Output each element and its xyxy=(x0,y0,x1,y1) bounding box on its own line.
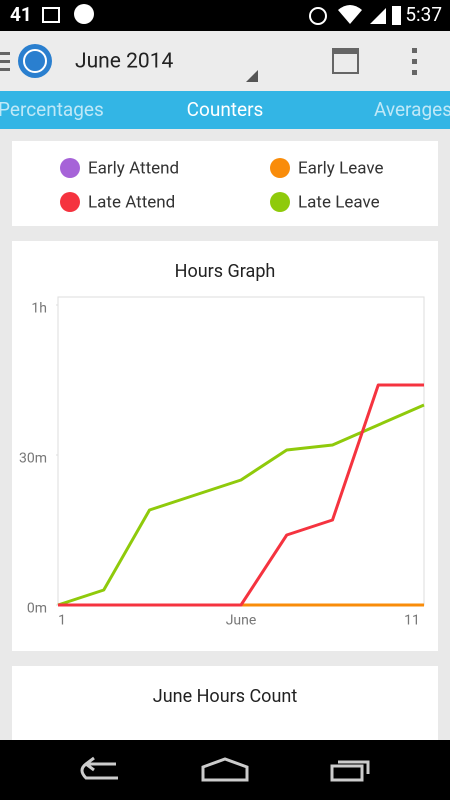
legend-label: Late Leave xyxy=(298,192,380,212)
legend-card xyxy=(12,141,438,226)
nav-bar xyxy=(0,740,450,800)
tab[interactable]: Averages xyxy=(374,98,450,121)
chart-title: Hours Graph xyxy=(175,261,276,282)
menu-button[interactable] xyxy=(0,44,52,78)
gallery-icon xyxy=(42,7,60,23)
overflow-menu[interactable] xyxy=(412,48,417,75)
calendar-button[interactable] xyxy=(332,48,359,74)
plot: 0m 30m 1h 1 June 11 xyxy=(19,301,425,629)
menu-line xyxy=(0,52,10,55)
toolbar xyxy=(0,31,450,91)
series-line xyxy=(58,383,424,607)
back-button[interactable] xyxy=(80,756,118,780)
dot xyxy=(412,70,417,75)
dropdown-arrow xyxy=(246,70,258,82)
y-tick-label: 1h xyxy=(31,301,47,317)
legend-swatch xyxy=(60,192,80,212)
y-tick-label: 0m xyxy=(27,601,47,617)
y-tick-label: 30m xyxy=(19,451,47,467)
alarm-icon xyxy=(309,7,327,25)
menu-line xyxy=(0,60,10,63)
recents-icon xyxy=(330,764,364,782)
tab[interactable]: Percentages xyxy=(0,98,104,121)
next-card xyxy=(12,666,438,746)
signal-icon xyxy=(370,8,386,24)
tab-selected[interactable]: Counters xyxy=(187,98,264,121)
menu-line xyxy=(0,68,10,71)
x-tick-label: 11 xyxy=(404,613,420,629)
card-title: June Hours Count xyxy=(153,686,298,707)
chart-card xyxy=(12,241,438,651)
app-icon xyxy=(18,44,52,78)
tab-bar xyxy=(0,91,450,129)
clock: 5:37 xyxy=(405,3,442,26)
recents-button[interactable] xyxy=(330,760,370,782)
legend-swatch xyxy=(60,158,80,178)
legend-label: Early Leave xyxy=(298,158,384,178)
legend-label: Early Attend xyxy=(88,158,179,178)
legend-swatch xyxy=(270,158,290,178)
app-icon-clock xyxy=(23,49,47,73)
notification-count: 41 xyxy=(10,3,32,26)
recents-icon xyxy=(338,760,370,774)
x-tick-label: 1 xyxy=(58,613,66,629)
battery-icon xyxy=(392,6,401,25)
x-tick-label: June xyxy=(226,613,257,629)
dot xyxy=(412,48,417,53)
home-button[interactable] xyxy=(201,757,249,782)
wifi-icon xyxy=(338,5,362,24)
legend-swatch xyxy=(270,192,290,212)
month-selector[interactable]: June 2014 xyxy=(75,50,174,74)
calendar-icon-top xyxy=(333,49,358,54)
dot xyxy=(412,59,417,64)
hangouts-icon xyxy=(74,4,94,24)
legend-label: Late Attend xyxy=(88,192,175,212)
